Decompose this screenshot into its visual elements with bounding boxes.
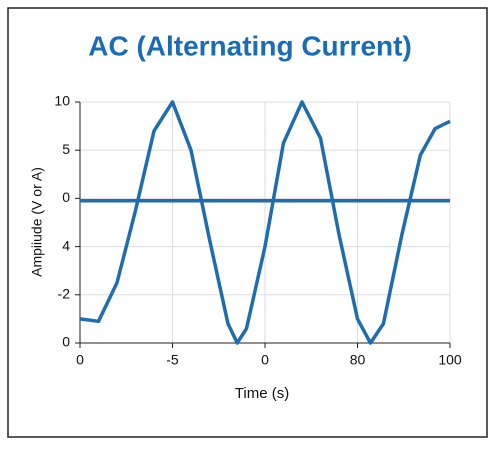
x-tick-label: -5	[166, 352, 179, 368]
x-axis-label: Time (s)	[235, 385, 289, 402]
y-tick-label: 5	[62, 141, 70, 157]
y-tick-label: 0	[62, 334, 70, 350]
y-tick-label: 4	[62, 237, 70, 253]
x-tick-label: 100	[438, 352, 462, 368]
x-tick-label: 80	[350, 352, 366, 368]
line	[79, 100, 451, 345]
y-tick-label: 0	[62, 189, 70, 205]
x-tick-label: 0	[76, 352, 84, 368]
x-tick-label: 0	[261, 352, 269, 368]
chart-title: AC (Alternating Current)	[88, 30, 412, 61]
y-tick-label: 10	[54, 93, 70, 109]
frame	[7, 7, 488, 438]
y-tick-label: -2	[58, 286, 71, 302]
y-axis-label: Ampiiude (V or A)	[29, 167, 45, 277]
